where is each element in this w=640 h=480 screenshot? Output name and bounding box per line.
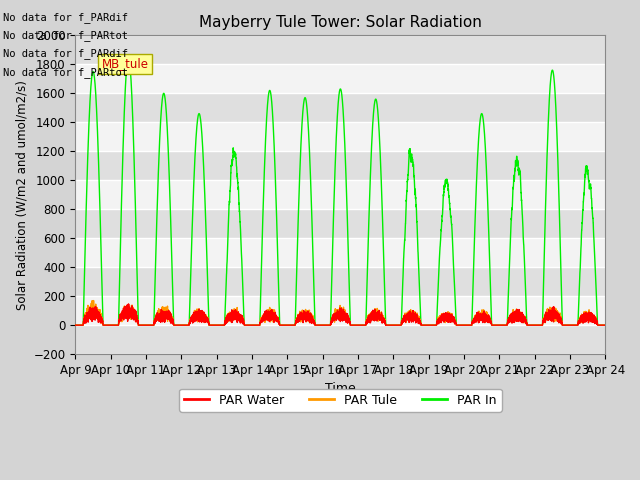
Bar xyxy=(76,209,605,238)
Text: No data for f_PARdif: No data for f_PARdif xyxy=(3,12,128,23)
Bar xyxy=(76,325,605,354)
Bar xyxy=(76,64,605,93)
Text: No data for f_PARdif: No data for f_PARdif xyxy=(3,48,128,60)
Bar xyxy=(76,122,605,151)
Text: No data for f_PARtot: No data for f_PARtot xyxy=(3,67,128,78)
Y-axis label: Solar Radiation (W/m2 and umol/m2/s): Solar Radiation (W/m2 and umol/m2/s) xyxy=(15,80,28,310)
Text: MB_tule: MB_tule xyxy=(102,57,149,70)
Bar xyxy=(76,93,605,122)
Text: No data for f_PARtot: No data for f_PARtot xyxy=(3,30,128,41)
Bar xyxy=(76,36,605,64)
Bar xyxy=(76,238,605,267)
Legend: PAR Water, PAR Tule, PAR In: PAR Water, PAR Tule, PAR In xyxy=(179,389,502,412)
Title: Mayberry Tule Tower: Solar Radiation: Mayberry Tule Tower: Solar Radiation xyxy=(199,15,482,30)
Bar xyxy=(76,267,605,296)
Bar xyxy=(76,180,605,209)
Bar xyxy=(76,296,605,325)
Bar xyxy=(76,151,605,180)
X-axis label: Time: Time xyxy=(325,383,356,396)
